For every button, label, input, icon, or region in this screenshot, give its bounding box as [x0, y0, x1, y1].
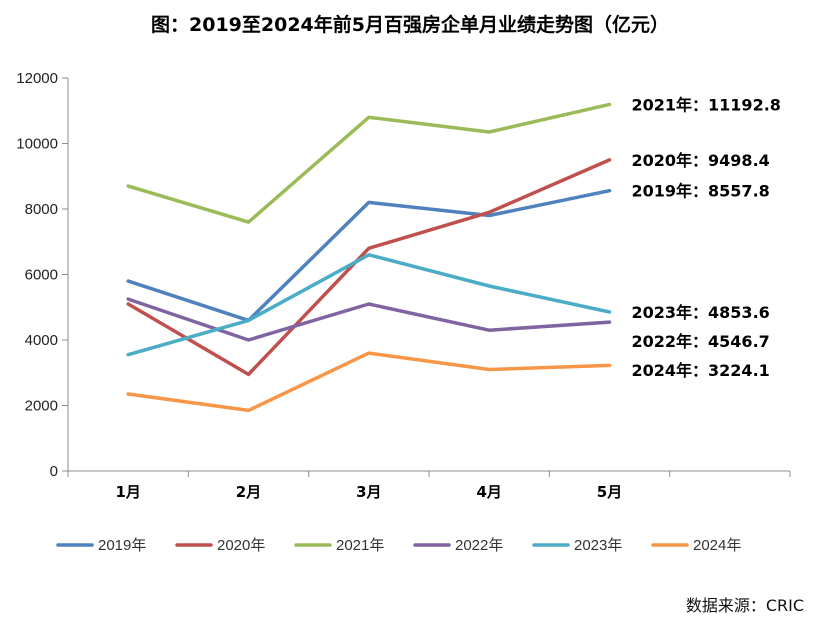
series-end-label: 2019年：8557.8 — [632, 182, 770, 201]
x-tick-label: 3月 — [356, 483, 381, 501]
data-source-note: 数据来源：CRIC — [685, 596, 804, 615]
chart-axes: 0 2000 4000 6000 8000 10000 12000 1月 2月 3月 4月 5月 — [16, 70, 791, 501]
legend-label: 2022年 — [455, 537, 503, 554]
y-tick-label: 10000 — [16, 136, 58, 153]
x-tick-label: 5月 — [597, 483, 622, 501]
chart-series-lines — [126, 102, 612, 413]
series-line-2022年 — [126, 297, 612, 342]
legend-label: 2023年 — [574, 537, 622, 554]
series-line-2023年 — [126, 253, 612, 357]
series-line-2021年 — [126, 102, 612, 224]
x-tick-label: 1月 — [115, 483, 140, 501]
series-end-label: 2023年：4853.6 — [632, 303, 770, 322]
y-tick-label: 2000 — [25, 398, 58, 415]
line-chart: 0 2000 4000 6000 8000 10000 12000 1月 2月 3月 4月 5月 20… — [16, 70, 791, 554]
series-end-label: 2021年：11192.8 — [632, 95, 781, 114]
y-tick-label: 8000 — [25, 201, 58, 218]
series-end-label: 2024年：3224.1 — [632, 361, 770, 380]
y-tick-label: 6000 — [25, 267, 58, 284]
series-end-label: 2022年：4546.7 — [632, 332, 770, 351]
chart-legend: 2019年 2020年 2021年 2022年 2023年 2024年 — [56, 537, 741, 554]
series-end-label: 2020年：9498.4 — [632, 151, 770, 170]
y-tick-label: 0 — [50, 463, 58, 480]
series-line-2020年 — [126, 158, 612, 377]
series-line-2019年 — [126, 188, 612, 323]
x-tick-label: 4月 — [476, 483, 501, 501]
legend-label: 2020年 — [217, 537, 265, 554]
legend-label: 2024年 — [693, 537, 741, 554]
chart-title: 图：2019至2024年前5月百强房企单月业绩走势图（亿元） — [151, 14, 669, 36]
legend-label: 2019年 — [98, 537, 146, 554]
chart-end-labels: 2021年：11192.8 2020年：9498.4 2019年：8557.8 202… — [632, 95, 781, 380]
y-tick-label: 4000 — [25, 332, 58, 349]
series-line-2024年 — [126, 351, 612, 413]
x-tick-label: 2月 — [236, 483, 261, 501]
legend-label: 2021年 — [336, 537, 384, 554]
y-tick-label: 12000 — [16, 70, 58, 87]
